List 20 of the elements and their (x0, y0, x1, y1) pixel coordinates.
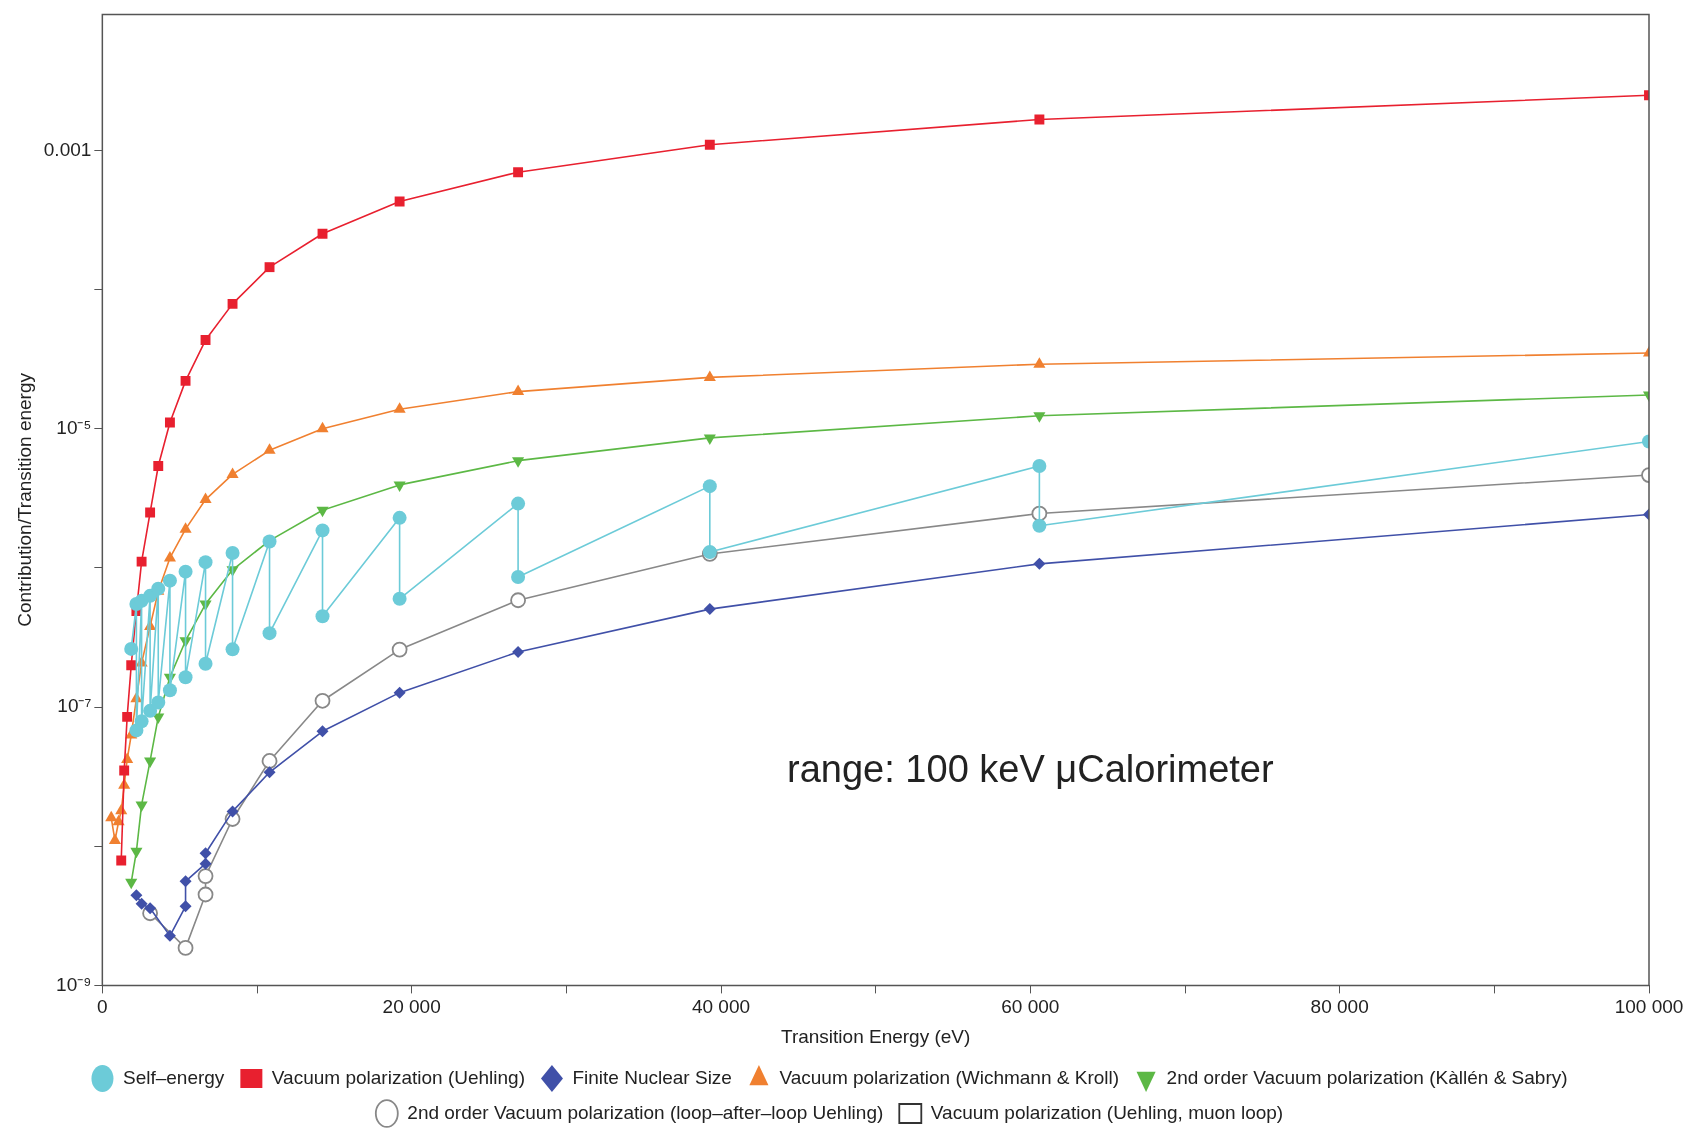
y-tick-label: 10⁻⁹ (56, 973, 92, 995)
legend-label: Self‒energy (122, 1066, 225, 1088)
x-tick-label: 100 000 (1614, 996, 1684, 1018)
legend-label: Vacuum polarization (Uehling) (271, 1066, 525, 1088)
legend-label: Vacuum polarization (Wichmann & Kroll) (779, 1066, 1120, 1088)
y-tick-label: 10⁻⁷ (57, 695, 92, 717)
y-axis-title: Contribution/Transition energy (13, 372, 35, 627)
x-tick-label: 80 000 (1310, 996, 1369, 1018)
legend-label: Finite Nuclear Size (572, 1066, 732, 1088)
legend-label: Vacuum polarization (Uehling, muon loop) (930, 1101, 1284, 1123)
x-tick-label: 40 000 (691, 996, 751, 1018)
annotation: range: 100 keV μCalorimeter (787, 748, 1274, 791)
y-tick-label: 0.001 (43, 138, 92, 160)
legend-label: 2nd order Vacuum polarization (Kàllén & Sabry) (1166, 1066, 1568, 1088)
x-tick-label: 0 (97, 996, 108, 1018)
legend-label: 2nd order Vacuum polarization (loop‒after‒loop Uehling) (407, 1101, 884, 1123)
y-tick-label: 10⁻⁵ (56, 417, 92, 439)
x-axis-title: Transition Energy (eV) (780, 1025, 971, 1047)
x-tick-label: 60 000 (1001, 996, 1060, 1018)
x-tick-label: 20 000 (382, 996, 441, 1018)
